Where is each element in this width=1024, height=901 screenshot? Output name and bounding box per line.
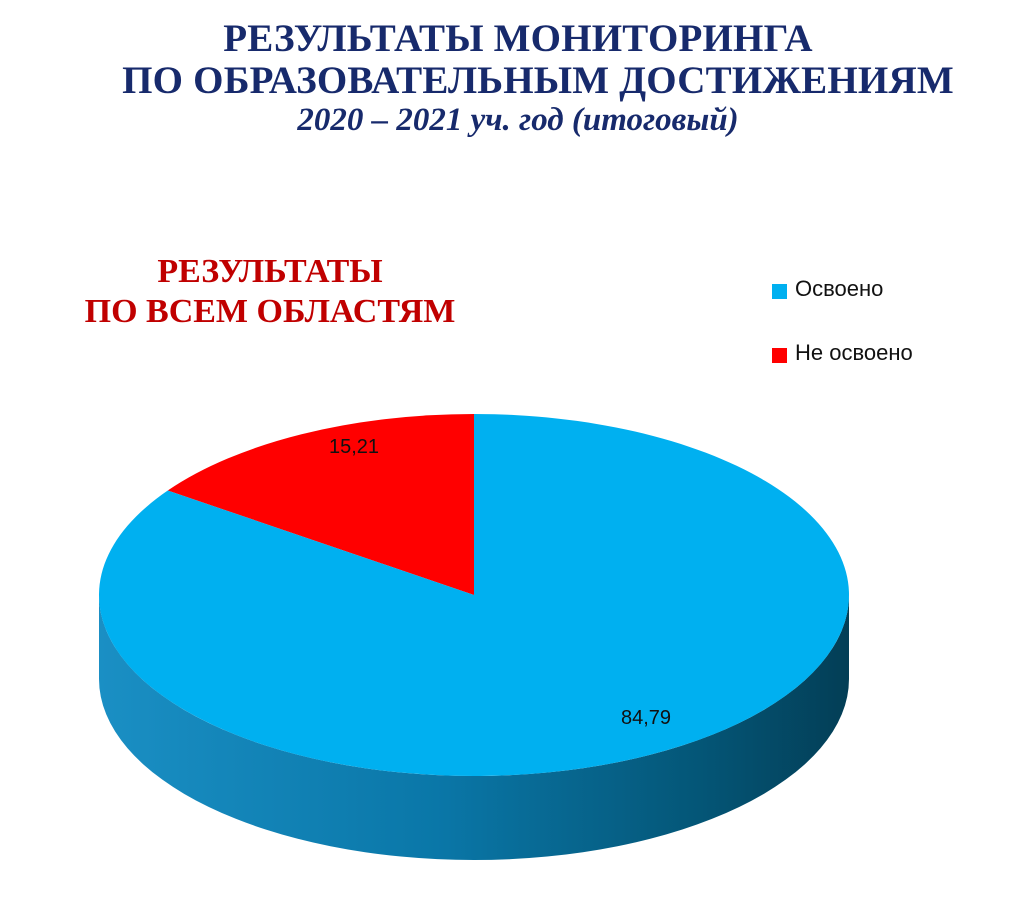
chart-title: РЕЗУЛЬТАТЫ ПО ВСЕМ ОБЛАСТЯМ xyxy=(50,252,490,332)
data-label-not-mastered: 15,21 xyxy=(329,436,379,458)
data-label-mastered: 84,79 xyxy=(621,707,671,729)
pie-slice-mastered xyxy=(98,414,849,777)
page-title-line1: РЕЗУЛЬТАТЫ МОНИТОРИНГА xyxy=(223,17,813,60)
pie-top-group xyxy=(98,414,849,777)
pie-labels-group: 15,21 84,79 xyxy=(329,436,671,729)
legend-swatch-mastered xyxy=(772,284,787,299)
page-title-line2: ПО ОБРАЗОВАТЕЛЬНЫМ ДОСТИЖЕНИЯМ xyxy=(122,59,954,102)
pie-side-mastered xyxy=(99,595,849,860)
chart-title-line1: РЕЗУЛЬТАТЫ xyxy=(157,253,383,290)
legend-label-mastered: Освоено xyxy=(795,276,884,301)
legend-swatch-not-mastered xyxy=(772,348,787,363)
page-subtitle-year: 2020 – 2021 уч. год (итоговый) xyxy=(297,102,739,138)
pie-side-group xyxy=(99,595,849,860)
chart-title-line2: ПО ВСЕМ ОБЛАСТЯМ xyxy=(84,293,456,330)
legend-label-not-mastered: Не освоено xyxy=(795,340,913,365)
pie-slice-not-mastered xyxy=(167,414,474,595)
